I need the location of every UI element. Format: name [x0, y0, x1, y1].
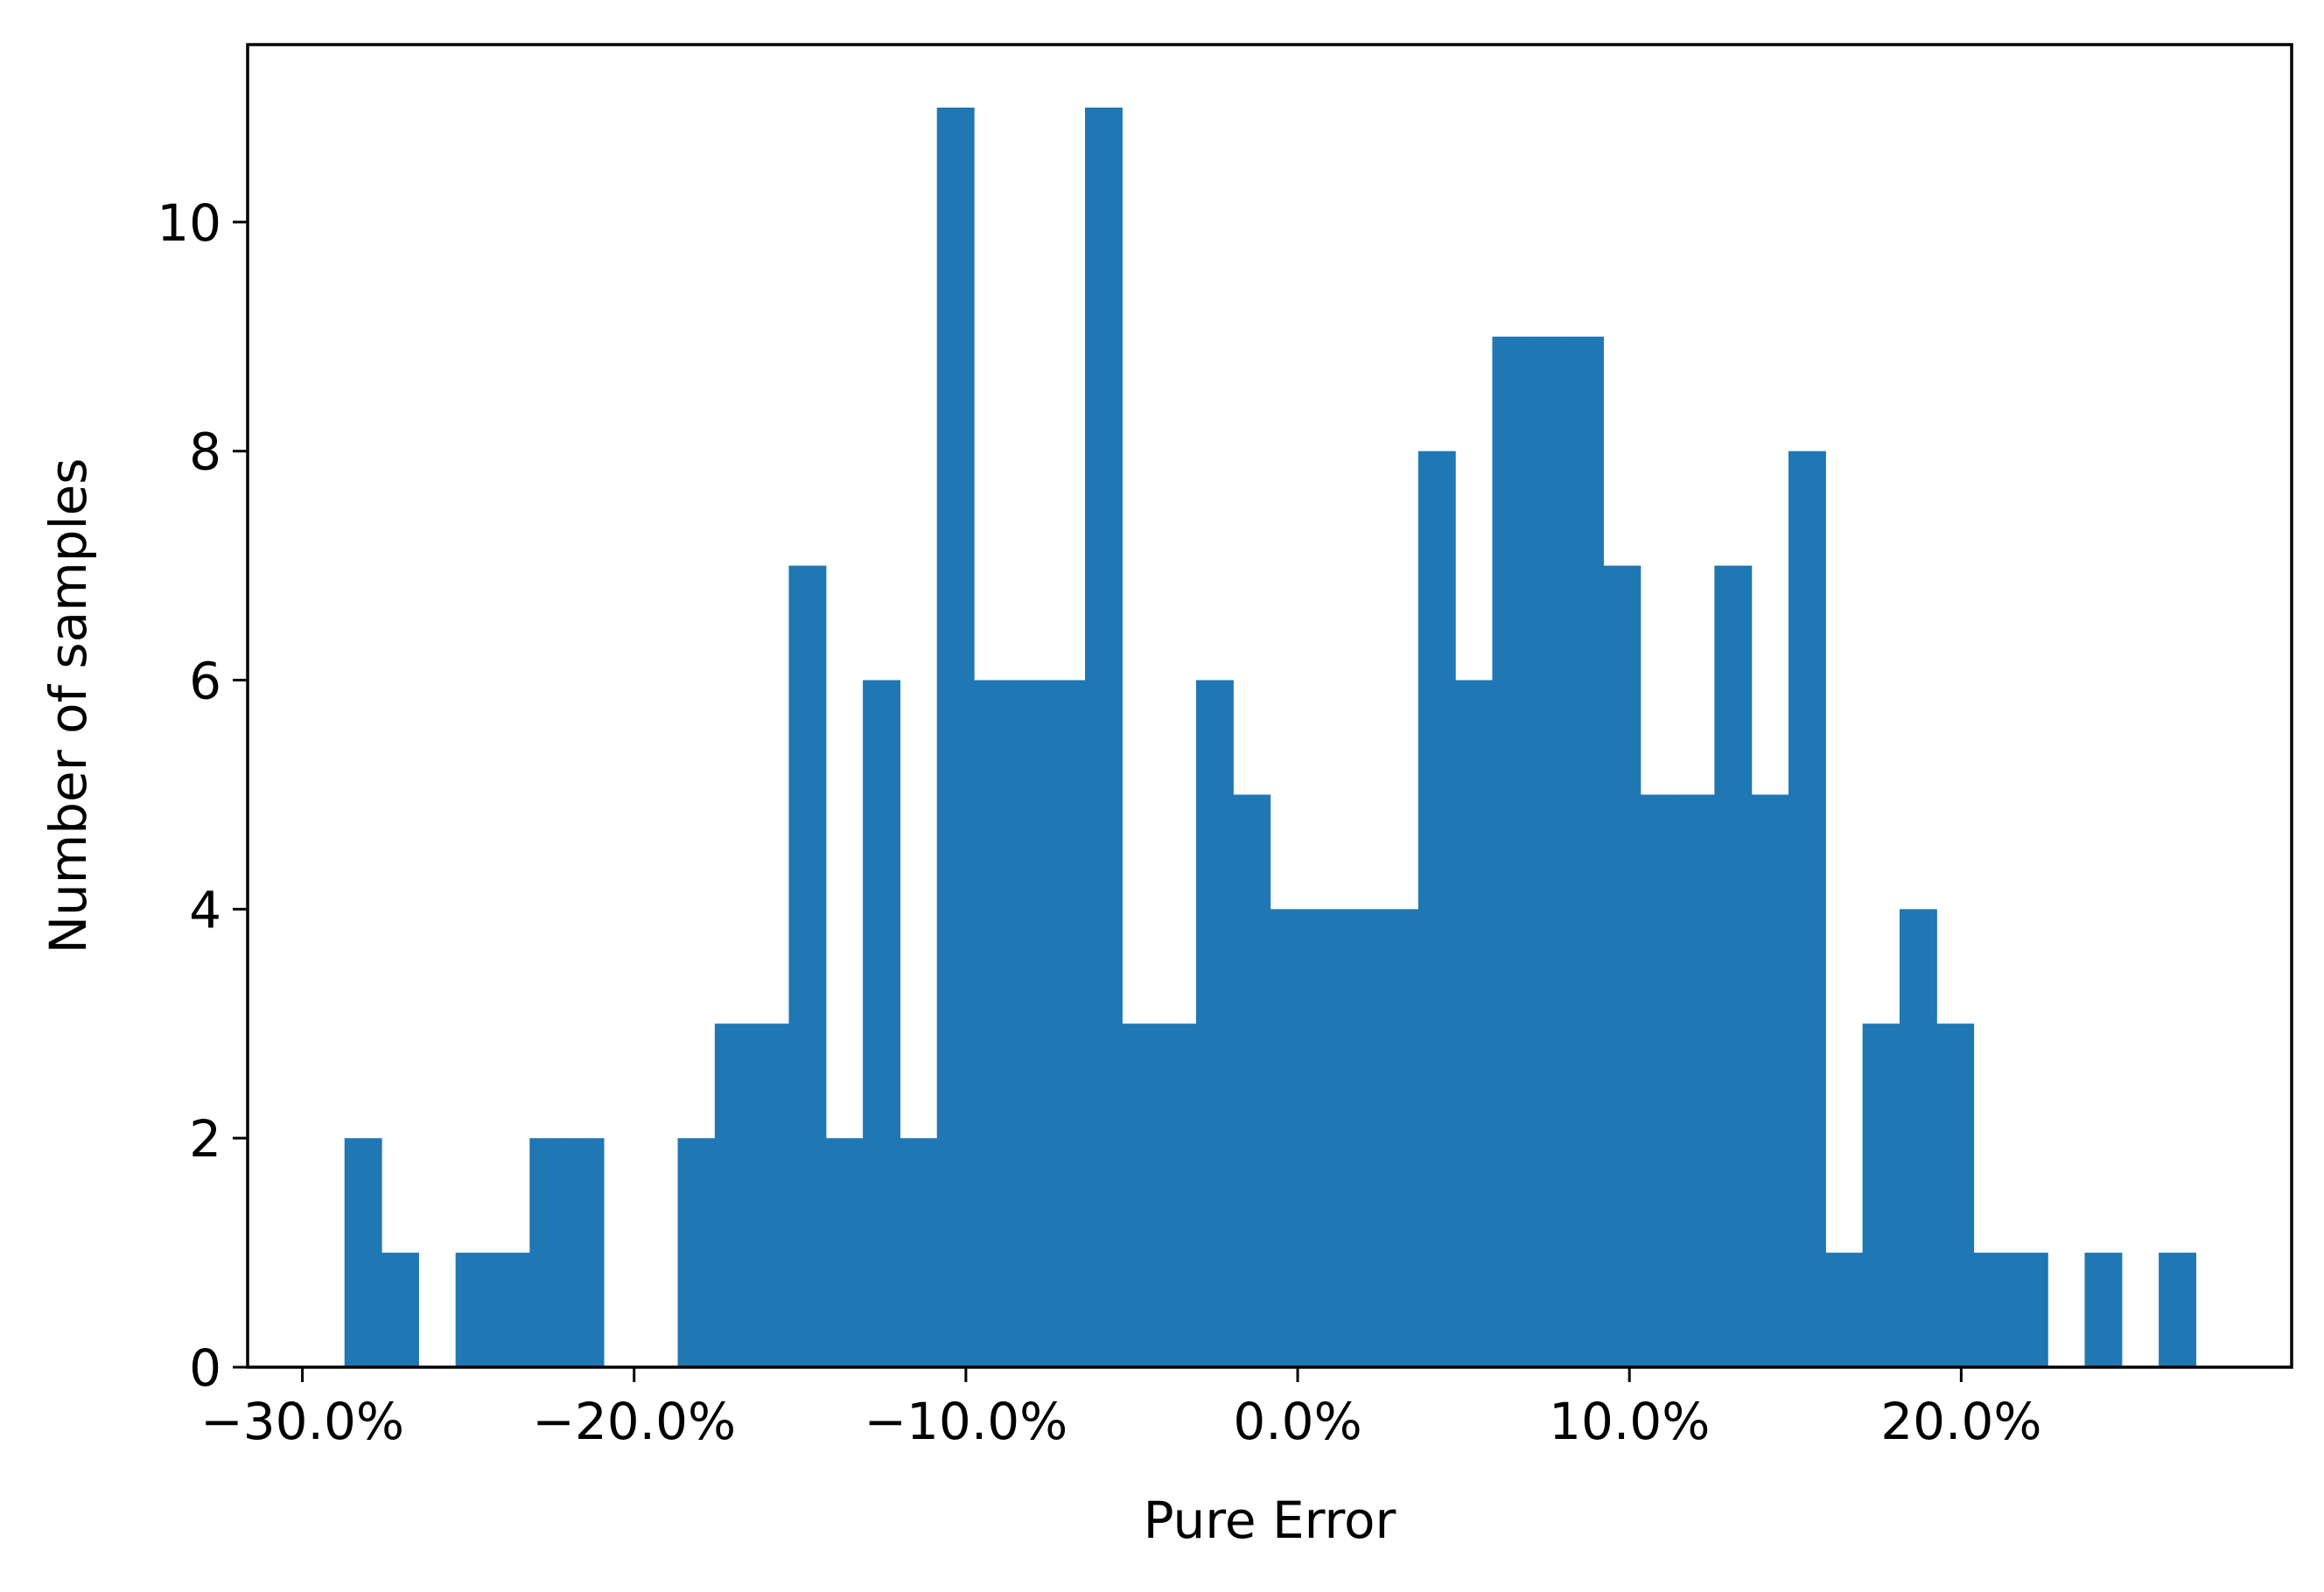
- histogram-bar: [1011, 680, 1049, 1367]
- histogram-bar: [1714, 565, 1753, 1367]
- histogram-bar: [1862, 1023, 1900, 1367]
- histogram-bar: [1529, 336, 1567, 1367]
- histogram-bar: [1492, 336, 1530, 1367]
- x-tick-label: 0.0%: [1233, 1392, 1362, 1451]
- histogram-bar: [1195, 680, 1234, 1367]
- histogram-bar: [1270, 909, 1308, 1367]
- histogram-bar: [382, 1253, 419, 1367]
- x-tick-label: −10.0%: [864, 1392, 1068, 1451]
- histogram-bar: [1381, 909, 1419, 1367]
- y-tick-label: 6: [189, 652, 221, 711]
- histogram-bar: [974, 680, 1012, 1367]
- histogram-bar: [1788, 450, 1826, 1367]
- x-tick-label: 20.0%: [1880, 1392, 2041, 1451]
- histogram-bar: [1455, 680, 1494, 1367]
- histogram-bar: [1566, 336, 1604, 1367]
- histogram-bar: [1677, 794, 1715, 1367]
- histogram-bar: [714, 1023, 752, 1367]
- histogram-bar: [1603, 565, 1642, 1367]
- histogram-bar: [1344, 909, 1382, 1367]
- histogram-bar: [677, 1138, 716, 1367]
- histogram-bar: [936, 108, 975, 1367]
- y-tick-label: 4: [189, 880, 221, 939]
- histogram-bar: [900, 1138, 938, 1367]
- x-axis-title: Pure Error: [1144, 1491, 1396, 1550]
- x-tick-label: −20.0%: [532, 1392, 736, 1451]
- histogram-bar: [1306, 909, 1345, 1367]
- x-tick-label: 10.0%: [1549, 1392, 1710, 1451]
- histogram-bar: [1640, 794, 1678, 1367]
- y-tick-label: 0: [189, 1338, 221, 1398]
- histogram-bar: [1418, 450, 1456, 1367]
- y-tick-label: 10: [157, 193, 221, 253]
- histogram-bar: [1233, 794, 1271, 1367]
- y-axis-title: Number of samples: [38, 458, 98, 954]
- plot-frame: [246, 43, 2293, 1369]
- histogram-bars: [344, 108, 2197, 1367]
- histogram-bar: [1047, 680, 1086, 1367]
- histogram-bar: [344, 1138, 382, 1367]
- histogram-bar: [2159, 1253, 2197, 1367]
- histogram-bar: [566, 1138, 605, 1367]
- histogram-bar: [863, 680, 901, 1367]
- y-tick-label: 2: [189, 1109, 221, 1169]
- histogram-bar: [1825, 1253, 1864, 1367]
- x-tick-label: −30.0%: [200, 1392, 404, 1451]
- histogram-bar: [1936, 1023, 1975, 1367]
- histogram-bar: [1158, 1023, 1197, 1367]
- histogram-bar: [1973, 1253, 2012, 1367]
- histogram-bar: [529, 1138, 568, 1367]
- y-axis: 0 2 4 6 8 10: [157, 193, 248, 1398]
- histogram-bar: [752, 1023, 790, 1367]
- histogram-bar: [1122, 1023, 1160, 1367]
- histogram-bar: [1085, 108, 1123, 1367]
- histogram-bar: [455, 1253, 494, 1367]
- x-axis: −30.0% −20.0% −10.0% 0.0% 10.0% 20.0%: [200, 1367, 2041, 1451]
- histogram-bar: [788, 565, 827, 1367]
- histogram-bar: [1899, 909, 1937, 1367]
- histogram-bar: [2010, 1253, 2048, 1367]
- histogram-bar: [1751, 794, 1789, 1367]
- y-tick-label: 8: [189, 422, 221, 482]
- histogram-bar: [2084, 1253, 2123, 1367]
- histogram-bar: [825, 1138, 864, 1367]
- histogram-bar: [492, 1253, 530, 1367]
